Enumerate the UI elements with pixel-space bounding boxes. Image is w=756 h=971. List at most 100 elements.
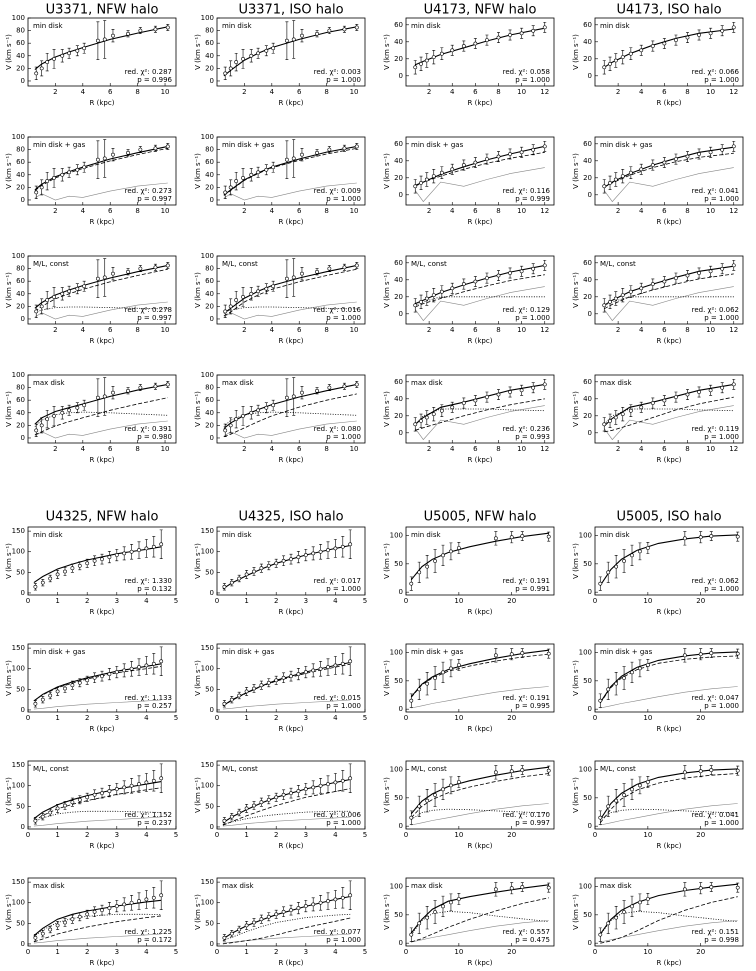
y-tick-label: 40 [205, 409, 214, 417]
data-point [271, 284, 276, 289]
data-point [685, 35, 690, 40]
chi2-label: red. χ²: 1.152 [125, 811, 172, 819]
data-point [229, 814, 234, 819]
gas-curve [34, 182, 168, 201]
gas-curve [33, 933, 162, 944]
data-point [45, 417, 50, 421]
x-tick-label: 12 [540, 445, 549, 453]
y-tick-label: 100 [201, 899, 214, 907]
data-point [100, 791, 104, 796]
data-point [708, 388, 713, 393]
data-point [281, 675, 286, 680]
data-point [274, 678, 279, 683]
p-label: p = 0.237 [137, 819, 172, 827]
y-tick-label: 0 [210, 823, 214, 831]
data-point [75, 48, 80, 53]
data-point [697, 271, 701, 275]
data-point [662, 279, 667, 284]
y-tick-label: 40 [205, 290, 214, 298]
y-tick-label: 50 [16, 919, 25, 927]
p-label: p = 0.999 [515, 195, 550, 203]
y-tick-label: 20 [583, 412, 592, 420]
data-point [473, 160, 478, 165]
x-tick-label: 4 [333, 597, 338, 605]
data-point [628, 170, 633, 175]
data-point [509, 769, 514, 774]
data-point [708, 31, 713, 36]
x-tick-label: 3 [304, 831, 308, 839]
data-point [52, 295, 56, 299]
x-tick-label: 5 [363, 714, 367, 722]
data-point [519, 388, 524, 393]
y-tick-label: 150 [12, 878, 25, 886]
x-tick-label: 2 [53, 207, 57, 215]
data-point [259, 683, 264, 688]
data-point [153, 27, 158, 32]
x-tick-label: 0 [404, 597, 408, 605]
x-axis-label: R (kpc) [468, 608, 493, 616]
data-point [413, 422, 418, 427]
data-point [40, 580, 45, 585]
panel: 0 10 20 0 50 100 R (kpc) V (km s⁻¹) max disk red.… [572, 877, 744, 967]
data-point [122, 785, 127, 790]
y-tick-label: 100 [201, 133, 214, 141]
x-tick-label: 4 [639, 445, 644, 453]
data-point [598, 581, 603, 586]
data-point [685, 392, 690, 397]
y-tick-label: 150 [201, 878, 214, 886]
chi2-label: red. χ²: 0.116 [503, 187, 551, 195]
gas-curve [411, 686, 549, 709]
x-tick-label: 0 [215, 948, 219, 956]
data-point [85, 678, 90, 683]
column-title: U3371, ISO halo [238, 3, 343, 18]
data-point [229, 931, 234, 936]
y-tick-label: 100 [201, 371, 214, 379]
data-point [628, 408, 633, 413]
data-point [508, 390, 512, 394]
data-point [151, 661, 156, 666]
x-tick-label: 0 [593, 948, 597, 956]
data-point [48, 693, 53, 698]
panel-label: max disk [600, 379, 633, 387]
chi2-label: red. χ²: 1.133 [125, 694, 172, 702]
data-point [485, 276, 489, 281]
data-point [519, 269, 524, 274]
data-point [75, 167, 80, 172]
data-point [223, 309, 228, 314]
x-tick-label: 6 [108, 88, 113, 96]
data-point [449, 666, 453, 671]
x-tick-label: 1 [55, 597, 59, 605]
data-point [449, 900, 453, 905]
x-tick-label: 4 [81, 445, 86, 453]
data-point [628, 51, 633, 56]
x-axis-label: R (kpc) [468, 218, 493, 226]
p-label: p = 1.000 [326, 585, 361, 593]
chi2-label: red. χ²: 0.009 [314, 187, 361, 195]
data-point [662, 41, 667, 46]
y-tick-label: 40 [394, 395, 403, 403]
data-point [639, 286, 644, 291]
data-point [95, 38, 100, 43]
chi2-label: red. χ²: 0.080 [314, 425, 361, 433]
x-axis-label: R (kpc) [468, 456, 493, 464]
plot-frame [27, 760, 177, 830]
data-point [354, 144, 359, 149]
data-point [85, 912, 90, 917]
chi2-label: red. χ²: 1.225 [125, 928, 172, 936]
data-point [697, 152, 701, 156]
data-point [45, 179, 50, 183]
data-point [315, 31, 319, 36]
data-point [685, 154, 690, 159]
y-tick-label: 50 [205, 802, 214, 810]
y-axis-label: V (km s⁻¹) [383, 543, 391, 579]
y-tick-label: 150 [12, 761, 25, 769]
panel-label: M/L, const [33, 260, 69, 268]
x-tick-label: 8 [685, 207, 689, 215]
data-point [425, 564, 430, 569]
data-point [77, 797, 82, 802]
p-label: p = 1.000 [704, 702, 739, 710]
p-label: p = 1.000 [704, 76, 739, 84]
y-tick-label: 0 [210, 77, 214, 85]
y-tick-label: 50 [583, 677, 592, 685]
